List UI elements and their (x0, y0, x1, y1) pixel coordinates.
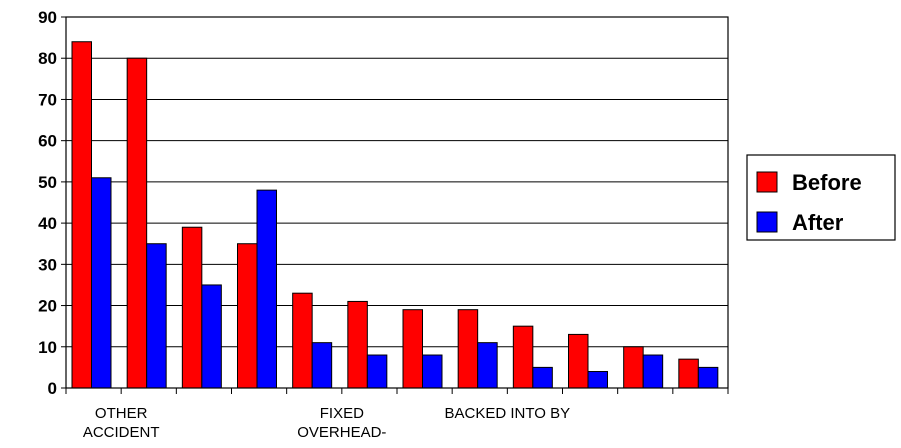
y-tick-label-60: 60 (38, 132, 57, 151)
bar-after-5 (366, 354, 388, 389)
y-tick-label-0: 0 (48, 379, 57, 398)
y-tick-label-70: 70 (38, 90, 57, 109)
x-tick-label-line: OTHER (95, 405, 148, 422)
bar-before-4 (292, 292, 313, 389)
y-tick-label-80: 80 (38, 49, 57, 68)
x-tick-label-0: OTHER ACCIDENT (83, 405, 160, 441)
legend-box (746, 154, 896, 241)
y-tick-label-20: 20 (38, 297, 57, 316)
bars (71, 41, 719, 389)
bar-after-8 (532, 366, 553, 389)
x-tick-label-line: OVERHEAD- (297, 424, 386, 441)
bar-before-10 (623, 346, 644, 389)
bar-before-9 (568, 333, 589, 389)
legend-swatch-after (756, 211, 778, 233)
bar-before-2 (181, 226, 203, 389)
bar-after-3 (256, 189, 277, 389)
y-tick-labels: 0 10 20 30 40 50 60 70 80 90 (38, 8, 57, 398)
bar-after-6 (422, 354, 443, 389)
x-tick-label-4: FIXED OVERHEAD- (297, 405, 386, 441)
axes (61, 16, 729, 394)
bar-after-1 (146, 243, 167, 389)
legend-swatch-before (756, 171, 778, 193)
y-tick-label-40: 40 (38, 214, 57, 233)
bar-after-2 (201, 284, 222, 389)
bar-before-8 (512, 325, 534, 389)
bar-before-3 (237, 243, 258, 389)
bar-after-9 (587, 371, 608, 389)
x-tick-label-7: BACKED INTO BY (445, 405, 571, 422)
y-tick-label-90: 90 (38, 8, 57, 27)
bar-before-6 (402, 309, 423, 389)
bar-after-7 (477, 342, 498, 389)
legend: Before After (746, 154, 896, 241)
bar-before-11 (678, 358, 699, 389)
bar-after-10 (642, 354, 664, 389)
bar-after-0 (91, 177, 112, 389)
legend-label-after: After (792, 210, 844, 235)
bar-after-11 (697, 366, 719, 389)
legend-label-before: Before (792, 170, 862, 195)
y-tick-label-10: 10 (38, 338, 57, 357)
x-tick-label-line: BACKED INTO BY (445, 405, 571, 422)
y-tick-label-30: 30 (38, 255, 57, 274)
x-tick-label-line: FIXED (320, 405, 364, 422)
bar-before-5 (347, 300, 368, 389)
bar-before-0 (71, 41, 92, 389)
bar-before-1 (126, 57, 148, 389)
bar-before-7 (457, 309, 479, 389)
bar-after-4 (311, 342, 333, 389)
y-tick-label-50: 50 (38, 173, 57, 192)
x-tick-label-line: ACCIDENT (83, 424, 160, 441)
x-tick-labels: OTHER ACCIDENT FIXED OVERHEAD- BACKED INTO B… (83, 405, 570, 441)
